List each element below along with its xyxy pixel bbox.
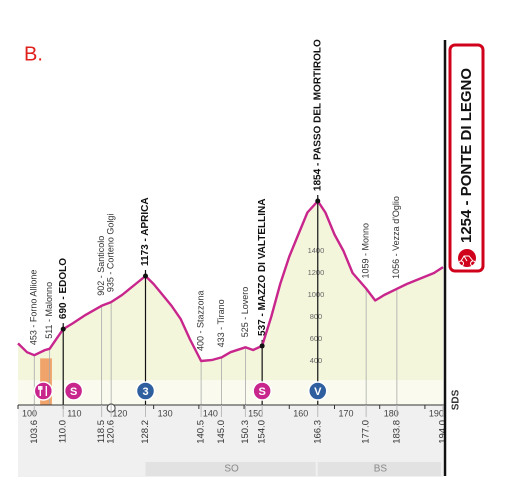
- km-label: 183.8: [391, 420, 402, 444]
- panel-label: B.: [24, 43, 43, 65]
- place-label: 1056 - Vezza d'Oglio: [391, 196, 401, 279]
- place-label: 1173 - APRICA: [140, 197, 151, 266]
- x-tick-label: 100: [22, 408, 37, 418]
- place-label: 511 - Malonno: [44, 282, 54, 339]
- place-dot: [259, 343, 265, 349]
- place-label: 453 - Forno Allione: [29, 270, 39, 346]
- marker-symbol: V: [314, 386, 322, 398]
- x-tick-label: 110: [67, 408, 81, 418]
- marker: [33, 381, 54, 401]
- km-label: 154.0: [257, 420, 268, 444]
- km-label: 194.0: [438, 420, 449, 444]
- profile-line: [17, 199, 444, 363]
- y-tick-label: 800: [310, 312, 323, 321]
- place-dot: [315, 198, 321, 204]
- x-tick-label: 190: [429, 408, 444, 418]
- section-box: [317, 462, 441, 476]
- place-dot: [143, 273, 148, 279]
- x-tick-label: 180: [384, 408, 399, 418]
- place-label: 433 - Tirano: [216, 299, 226, 347]
- x-tick-label: 170: [338, 408, 353, 418]
- y-tick-label: 400: [310, 356, 323, 365]
- section-label: BS: [374, 464, 388, 475]
- x-tick-label: 120: [112, 408, 127, 418]
- y-tick-label: 1000: [308, 290, 325, 299]
- marker: [252, 381, 272, 401]
- section-box: [145, 462, 316, 476]
- place-label: 400 - Stazzona: [195, 290, 205, 351]
- place-label: 902 - Santicolo: [96, 236, 106, 296]
- bike-icon: [458, 255, 477, 267]
- marker-symbol: S: [258, 386, 265, 398]
- feed-icon: [38, 386, 48, 396]
- km-label: 118.5: [96, 420, 107, 443]
- y-tick-label: 600: [310, 334, 323, 343]
- place-label: 1854 - PASSO DEL MORTIROLO: [312, 39, 323, 191]
- km-label: 177.0: [361, 420, 372, 444]
- x-tick-label: 130: [158, 408, 173, 418]
- place-label: 525 - Lovero: [240, 287, 250, 338]
- km-label: 150.3: [240, 420, 251, 444]
- km-label: 120.6: [106, 420, 117, 444]
- section-label: SO: [224, 464, 239, 475]
- km-label: 110.0: [58, 420, 69, 443]
- finish-box: [448, 43, 485, 273]
- km-label: 103.6: [29, 420, 40, 444]
- km-label: 166.3: [312, 420, 323, 444]
- finish-note: SDS: [451, 389, 462, 410]
- place-label: 1059 - Monno: [361, 223, 371, 279]
- marker-symbol: 3: [142, 386, 148, 398]
- marker: [135, 381, 156, 401]
- place-label: 537 - MAZZO DI VALTELLINA: [257, 199, 268, 336]
- finish-label: 1254 - PONTE DI LEGNO: [458, 68, 475, 243]
- y-tick-label: 1400: [308, 246, 325, 255]
- profile-area: [18, 201, 443, 405]
- x-tick-label: 160: [293, 408, 308, 418]
- base-band: [18, 380, 443, 405]
- x-tick-label: 150: [248, 408, 263, 418]
- place-label: 935 - Corteno Golgi: [106, 214, 116, 293]
- finish-icon: [458, 249, 476, 267]
- km-label: 145.0: [216, 420, 227, 444]
- km-label: 140.5: [196, 420, 207, 444]
- marker: [308, 381, 328, 401]
- marker-symbol: S: [70, 386, 77, 398]
- km-label: 128.2: [140, 420, 151, 444]
- place-label: 690 - EDOLO: [58, 258, 69, 319]
- marker: [63, 381, 84, 401]
- y-tick-label: 1200: [308, 268, 325, 277]
- x-tick-label: 140: [203, 408, 218, 418]
- place-dot: [60, 326, 66, 332]
